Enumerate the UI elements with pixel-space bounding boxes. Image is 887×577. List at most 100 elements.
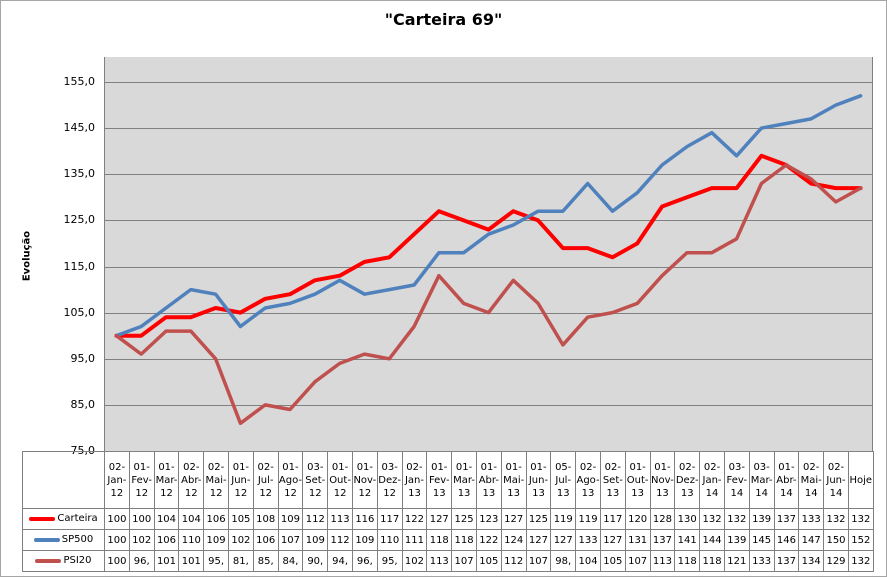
value-cell: 131: [624, 529, 651, 551]
date-cell: 02-Jan-14: [699, 451, 725, 509]
legend-label: SP500: [61, 534, 94, 546]
value-cell: 84,: [277, 550, 304, 572]
date-cell: 01-Mar-13: [451, 451, 477, 509]
date-cell: 01-Out-13: [624, 451, 651, 509]
date-cell: 01-Mar-12: [153, 451, 180, 509]
value-cell: 109: [277, 508, 304, 530]
value-cell: 124: [500, 529, 527, 551]
value-cell: 106: [203, 508, 229, 530]
series-line-carteira: [114, 153, 863, 338]
value-cell: 141: [674, 529, 701, 551]
value-cell: 144: [699, 529, 725, 551]
value-cell: 118: [674, 550, 701, 572]
date-cell: 03-Fev-14: [723, 451, 750, 509]
value-cell: 123: [475, 508, 502, 530]
date-cell: 01-Abr-14: [773, 451, 800, 509]
value-cell: 85,: [252, 550, 279, 572]
value-cell: 112: [327, 529, 353, 551]
value-cell: 95,: [203, 550, 229, 572]
value-cell: 127: [500, 508, 527, 530]
date-cell: 01-Abr-13: [475, 451, 502, 509]
value-cell: 109: [302, 529, 329, 551]
value-cell: 113: [649, 550, 676, 572]
value-cell: 107: [451, 550, 477, 572]
table-row-sp500: SP500 100 102 106 110 109 102 106 107 109 112 109 11…: [22, 529, 874, 551]
y-tick-label: 145,0: [63, 121, 96, 135]
series-line-sp500: [114, 94, 863, 338]
value-cell: 100: [104, 529, 130, 551]
value-cell: 132: [699, 508, 725, 530]
value-cell: 90,: [302, 550, 329, 572]
date-cell: 01-Fev-13: [426, 451, 453, 509]
y-tick-label: 125,0: [63, 213, 96, 227]
date-cell: 03-Mar-14: [748, 451, 775, 509]
value-cell: 112: [500, 550, 527, 572]
date-cell: 02-Dez-13: [674, 451, 701, 509]
value-cell: 102: [401, 550, 428, 572]
value-cell: 104: [178, 508, 205, 530]
value-cell: 98,: [550, 550, 577, 572]
value-cell: 145: [748, 529, 775, 551]
value-cell: 137: [649, 529, 676, 551]
value-cell: 146: [773, 529, 800, 551]
date-cell: 02-Jun-14: [823, 451, 849, 509]
value-cell: 137: [773, 550, 800, 572]
value-cell: 119: [550, 508, 577, 530]
table-corner-cell: [22, 451, 105, 509]
value-cell: 127: [550, 529, 577, 551]
date-cell: 01-Nov-12: [351, 451, 378, 509]
y-tick-label: 115,0: [63, 259, 96, 273]
value-cell: 117: [599, 508, 626, 530]
value-cell: 150: [823, 529, 849, 551]
table-row-carteira: Carteira 100 100 104 104 106 105 108 109 112 113 11…: [22, 508, 874, 530]
y-tick-label: 85,0: [70, 397, 96, 411]
value-cell: 105: [599, 550, 626, 572]
value-cell: 106: [252, 529, 279, 551]
value-cell: 101: [178, 550, 205, 572]
date-cell: 01-Mai-13: [500, 451, 527, 509]
value-cell: 104: [153, 508, 180, 530]
date-cell: 02-Jan-12: [104, 451, 130, 509]
y-tick-label: 95,0: [70, 351, 96, 365]
value-cell: 127: [426, 508, 453, 530]
legend-label: Carteira: [57, 513, 98, 525]
plot-background: [104, 57, 873, 451]
value-cell: 101: [153, 550, 180, 572]
value-cell: 95,: [376, 550, 403, 572]
date-cell: 01-Jun-12: [227, 451, 254, 509]
value-cell: 132: [847, 508, 874, 530]
value-cell: 81,: [227, 550, 254, 572]
value-cell: 134: [798, 550, 825, 572]
value-cell: 132: [823, 508, 849, 530]
y-tick-label: 105,0: [63, 305, 96, 319]
value-cell: 130: [674, 508, 701, 530]
date-cell: 02-Mai-12: [203, 451, 229, 509]
value-cell: 106: [153, 529, 180, 551]
value-cell: 108: [252, 508, 279, 530]
date-cell: 02-Ago-13: [575, 451, 601, 509]
value-cell: 96,: [351, 550, 378, 572]
value-cell: 102: [227, 529, 254, 551]
date-cell: 01-Jun-13: [525, 451, 552, 509]
date-cell: 02-Set-13: [599, 451, 626, 509]
series-line-psi20: [114, 163, 863, 426]
value-cell: 105: [227, 508, 254, 530]
value-cell: 113: [426, 550, 453, 572]
value-cell: 100: [128, 508, 155, 530]
value-cell: 147: [798, 529, 825, 551]
plot-area: [104, 57, 873, 451]
value-cell: 152: [847, 529, 874, 551]
value-cell: 133: [575, 529, 601, 551]
legend-line-icon: [29, 516, 56, 521]
value-cell: 122: [475, 529, 502, 551]
value-cell: 118: [426, 529, 453, 551]
value-cell: 118: [451, 529, 477, 551]
value-cell: 125: [525, 508, 552, 530]
value-cell: 107: [624, 550, 651, 572]
date-cell: 05-Jul-13: [550, 451, 577, 509]
value-cell: 125: [451, 508, 477, 530]
legend-cell-psi20: PSI20: [22, 550, 105, 572]
date-cell: 02-Jan-13: [401, 451, 428, 509]
value-cell: 132: [847, 550, 874, 572]
